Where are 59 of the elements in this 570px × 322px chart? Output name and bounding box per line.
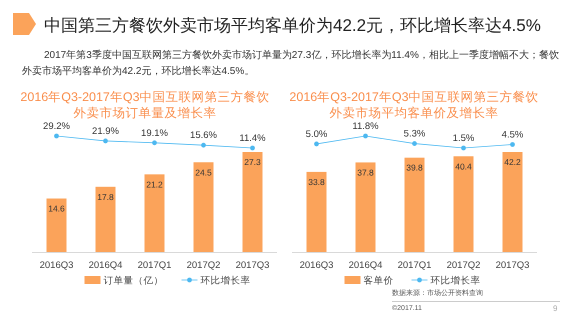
data-label: 11.4% [239,133,266,144]
point [314,142,319,146]
point [510,142,515,147]
data-label: 27.3 [244,157,262,167]
data-label: 19.1% [141,128,169,139]
data-label: 29.2% [43,121,71,132]
data-label: 42.2 [504,157,522,167]
data-label: 21.9% [92,126,120,137]
data-label: 37.8 [357,167,374,178]
x-tick-label: 2016Q3 [40,260,74,271]
text: 2016年Q3-2017年Q3中国互联网第三方餐饮外卖市场订单量及增长率 [19,89,271,121]
legend-label: 环比增长率 [430,274,480,286]
data-label: 11.8% [352,121,380,132]
data-label: 21.2 [146,179,164,190]
legend-label: 订单量（亿） [104,274,164,286]
data-label: 17.8 [97,192,114,202]
x-tick-label: 2017Q3 [236,260,270,271]
point [412,141,417,146]
text: 9 [553,304,558,313]
bar [46,198,66,252]
x-tick-label: 2017Q3 [496,260,530,271]
text: 2017年第3季度中国互联网第三方餐饮外卖市场订单量为27.3亿，环比增长率为11.4%，相比上一季度增幅不大；餐饮外卖市场平均客单价为42.2元，环比增长率达4.5%。 [22,48,560,79]
point [54,134,59,138]
point [461,146,466,150]
data-label: 39.8 [406,162,424,173]
bar [96,186,116,252]
data-label: 40.4 [455,161,472,172]
data-label: 14.6 [48,204,66,214]
bar [404,158,424,252]
x-tick-label: 2017Q2 [186,260,220,271]
data-label: 1.5% [452,133,475,144]
bar [306,172,326,252]
x-tick-label: 2017Q2 [446,260,480,271]
point [103,138,108,144]
data-label: 24.5 [195,167,212,178]
x-tick-label: 2017Q1 [398,260,432,271]
bar [502,152,522,252]
data-label: 15.6% [190,130,218,142]
point [250,146,255,150]
data-label: 5.0% [306,128,328,140]
text: 2016年Q3-2017年Q3中国互联网第三方餐饮外卖市场平均客单价及增长率 [288,89,540,121]
legend-label: 客单价 [364,274,394,286]
x-tick-label: 2017Q1 [138,260,172,271]
data-label: 5.3% [404,128,426,140]
x-tick-label: 2016Q4 [88,260,122,271]
bar [356,162,376,252]
data-label: 33.8 [308,176,326,187]
point [152,140,157,146]
legend-label: 环比增长率 [200,274,250,286]
x-tick-label: 2016Q4 [348,260,382,271]
bar [194,162,214,252]
point [363,134,368,138]
bar [144,174,164,252]
bar [242,152,262,252]
text: 中国第三方餐饮外卖市场平均客单价为42.2元，环比增长率达4.5% [44,15,541,37]
point [201,142,206,148]
bar [454,156,474,252]
x-tick-label: 2016Q3 [300,260,334,271]
data-label: 4.5% [502,130,524,141]
